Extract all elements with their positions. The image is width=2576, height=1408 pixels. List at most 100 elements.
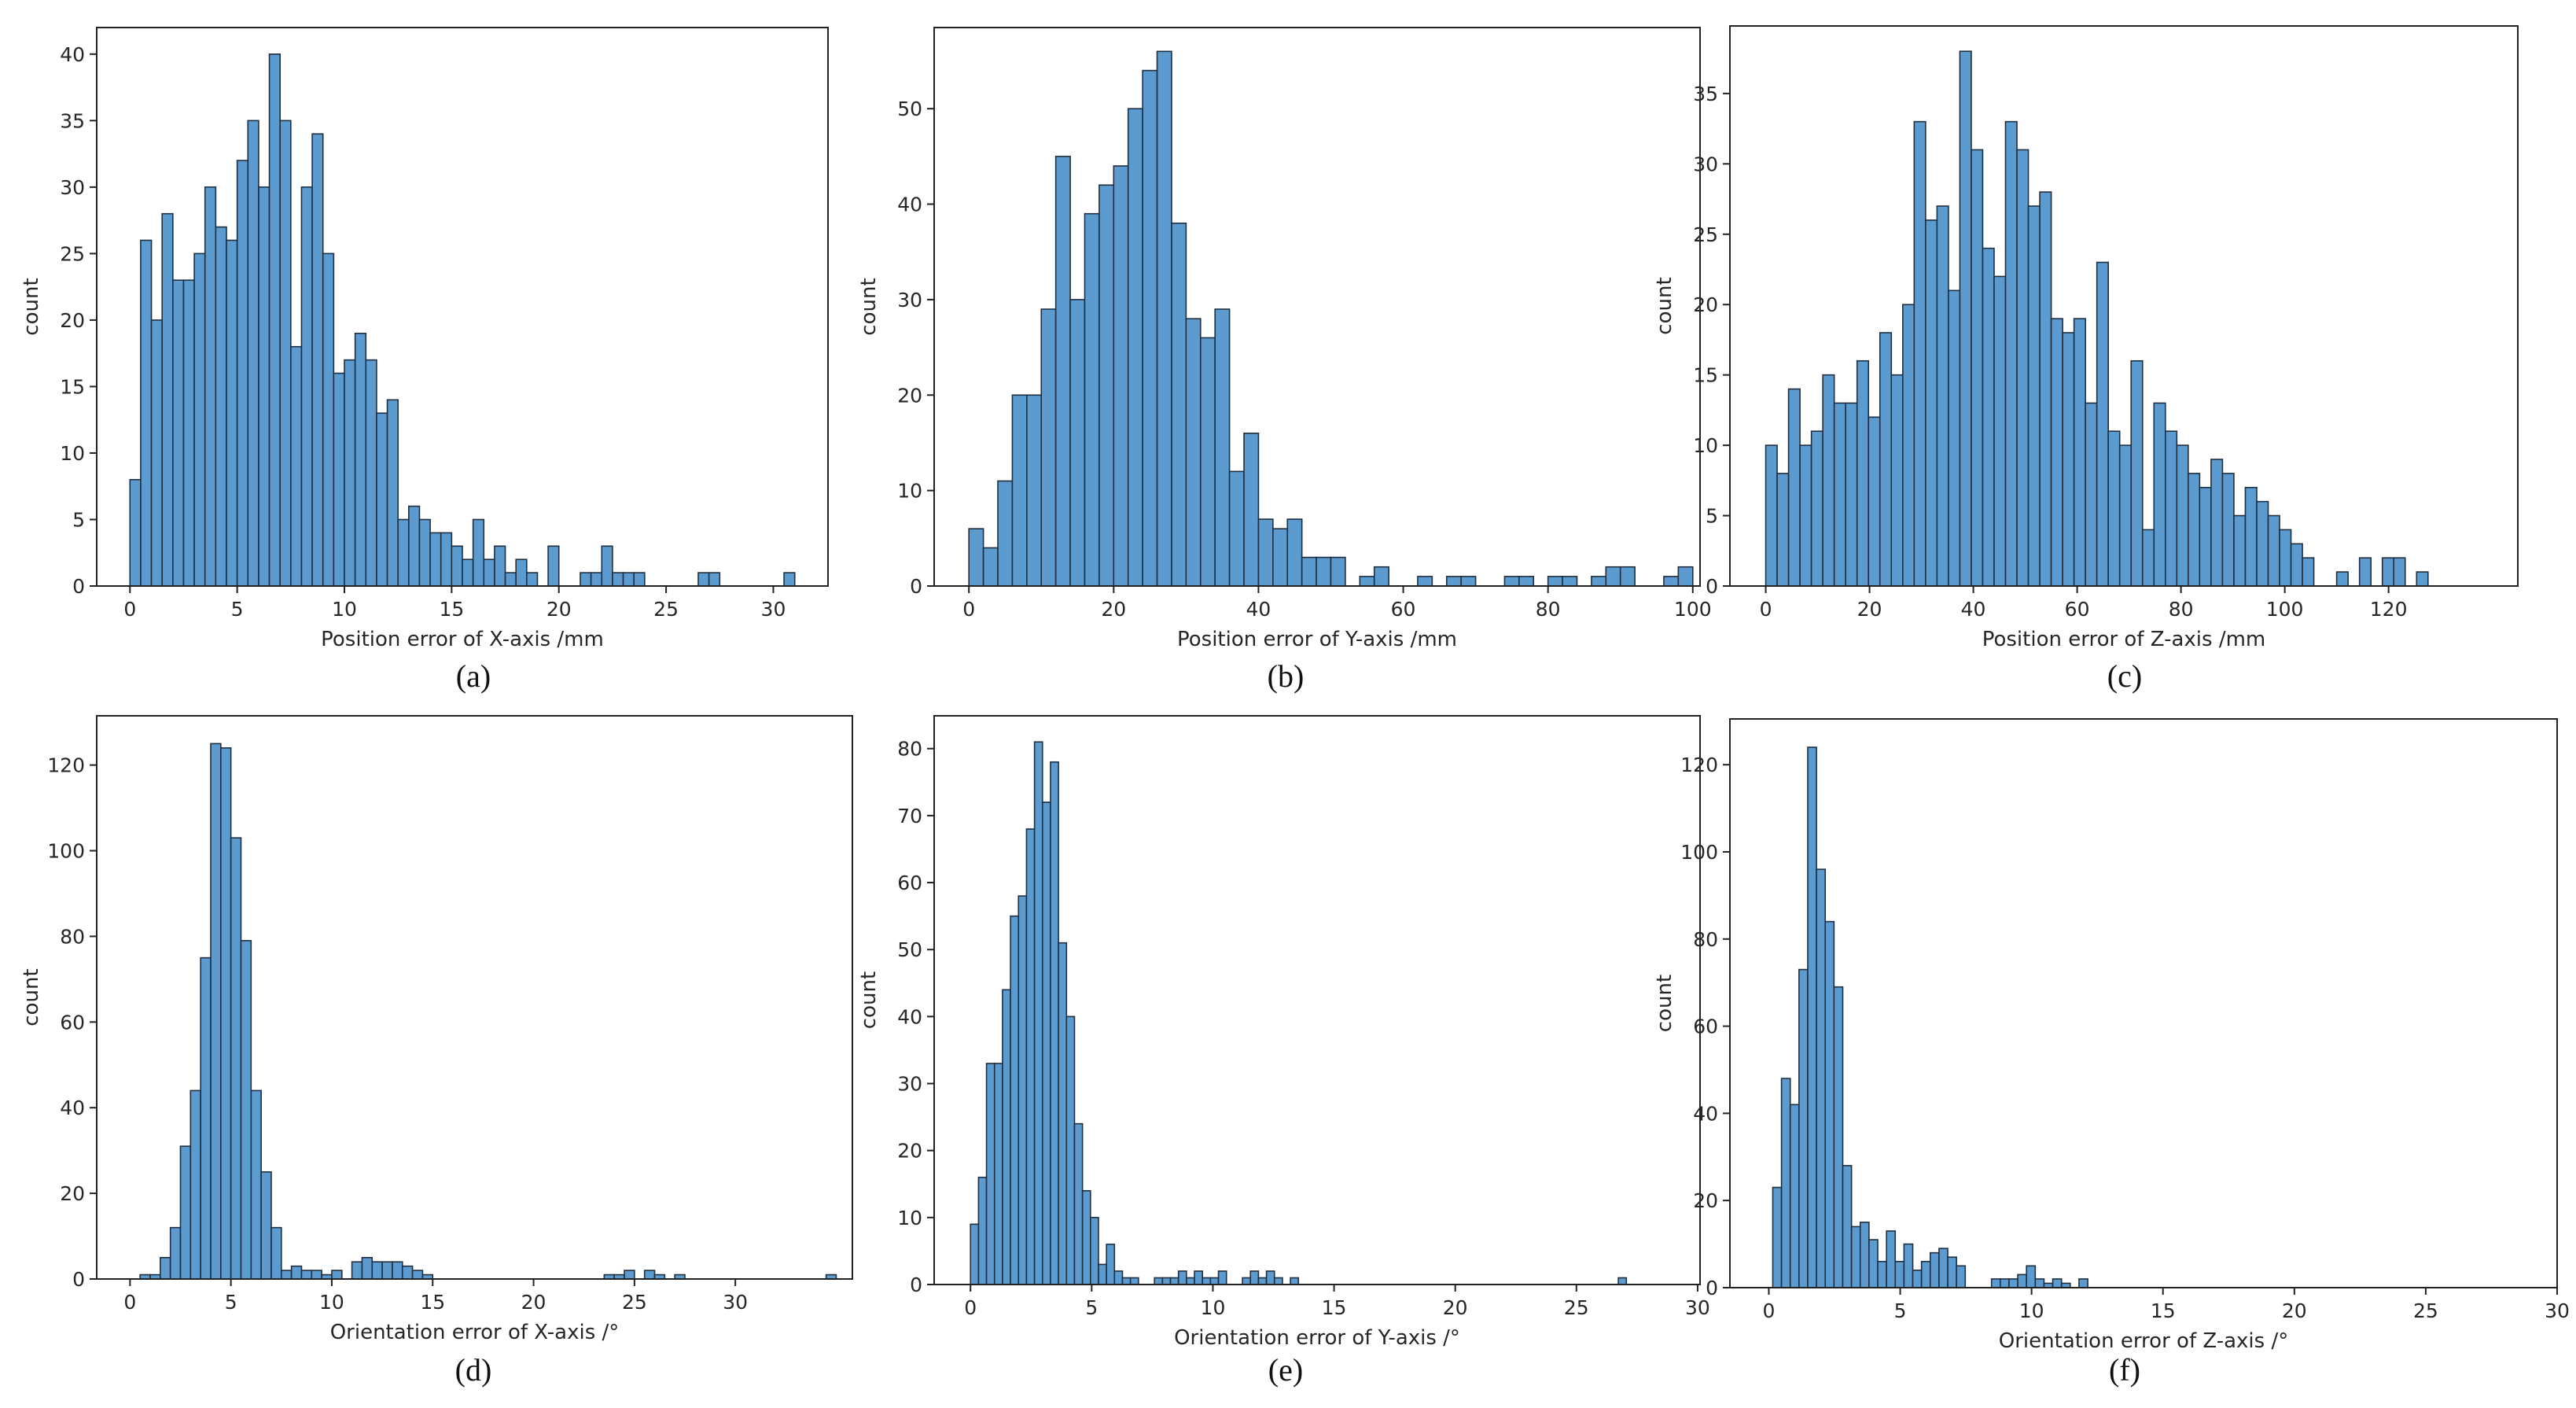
histogram-bar xyxy=(193,252,206,587)
panel-caption-e: (e) xyxy=(1268,1352,1304,1388)
histogram-bar xyxy=(2017,1273,2027,1288)
histogram-bar xyxy=(1971,149,1984,587)
x-tick-label: 10 xyxy=(319,1291,344,1314)
histogram-bar xyxy=(365,359,377,587)
histogram-bar xyxy=(392,1261,403,1280)
histogram-bar xyxy=(1249,1270,1260,1285)
panel-caption-c: (c) xyxy=(2107,658,2143,694)
histogram-bar xyxy=(2026,1265,2037,1288)
histogram-bar xyxy=(2016,149,2030,587)
chart-c: 0 20 40 60 80 100 120 0 5 10 15 20 25 30 35 Position er… xyxy=(1653,25,2519,651)
histogram-bar xyxy=(2039,191,2052,587)
histogram-bar xyxy=(1209,1277,1220,1285)
histogram-bar xyxy=(1084,212,1100,587)
histogram-bar xyxy=(1879,332,1893,587)
histogram-bar xyxy=(515,558,528,587)
histogram-bar xyxy=(247,120,259,587)
x-tick-label: 30 xyxy=(723,1291,748,1314)
histogram-bar xyxy=(2221,473,2235,587)
histogram-bar xyxy=(580,572,592,587)
x-tick-label: 100 xyxy=(1674,598,1712,621)
x-tick-label: 15 xyxy=(1322,1296,1347,1319)
x-tick-label: 20 xyxy=(1101,598,1126,621)
histogram-bar xyxy=(258,186,270,587)
y-tick-label: 0 xyxy=(72,1268,85,1291)
x-tick-label: 20 xyxy=(546,598,572,621)
histogram-bar xyxy=(1663,576,1680,587)
histogram-bar xyxy=(429,532,442,587)
histogram-bar xyxy=(1859,1222,1870,1288)
x-tick-label: 5 xyxy=(1894,1299,1907,1322)
histogram-bar xyxy=(1025,828,1036,1285)
histogram-bar xyxy=(1010,915,1020,1285)
y-tick-label: 60 xyxy=(1693,1015,1718,1038)
histogram-bar xyxy=(230,837,242,1280)
histogram-bar xyxy=(2279,529,2292,587)
histogram-bar xyxy=(1959,50,1972,587)
histogram-bar xyxy=(1617,1277,1628,1285)
histogram-bar xyxy=(1787,388,1801,587)
histogram-bar xyxy=(1214,308,1231,587)
histogram-bar xyxy=(140,239,153,587)
histogram-bar xyxy=(708,572,721,587)
panel-caption-d: (d) xyxy=(454,1352,492,1388)
histogram-bar xyxy=(1058,942,1068,1285)
histogram-bar xyxy=(1106,1244,1116,1285)
histogram-bar xyxy=(633,572,646,587)
y-tick-label: 0 xyxy=(1706,575,1718,598)
y-tick-label: 20 xyxy=(1693,1189,1718,1212)
histogram-bar xyxy=(2130,359,2144,587)
histogram-bar xyxy=(2073,318,2086,587)
y-tick-label: 20 xyxy=(897,384,922,407)
x-tick-label: 0 xyxy=(1760,598,1772,621)
y-tick-label: 120 xyxy=(47,754,85,777)
histogram-bar xyxy=(279,120,292,587)
x-tick-label: 25 xyxy=(2413,1299,2438,1322)
histogram-bar xyxy=(376,412,388,587)
histogram-bar xyxy=(1273,1277,1283,1285)
histogram-bar xyxy=(1050,761,1059,1285)
y-tick-label: 10 xyxy=(897,480,922,503)
y-axis-label: count xyxy=(857,971,881,1029)
histogram-bar xyxy=(2008,1278,2018,1288)
histogram-bar xyxy=(1877,1260,1887,1288)
histogram-bar xyxy=(1217,1270,1227,1285)
histogram-bar xyxy=(1065,1015,1076,1285)
x-tick-label: 10 xyxy=(2019,1299,2044,1322)
axes-frame xyxy=(933,715,1701,1285)
histogram-bar xyxy=(1011,394,1028,587)
histogram-bar xyxy=(1780,1078,1791,1288)
y-tick-label: 40 xyxy=(60,43,85,66)
histogram-bar xyxy=(985,1063,995,1285)
histogram-bar xyxy=(2165,430,2178,587)
histogram-bar xyxy=(160,1256,171,1280)
histogram-bar xyxy=(1547,576,1563,587)
y-axis-label: count xyxy=(20,278,43,335)
histogram-bar xyxy=(993,1063,1003,1285)
histogram-bar xyxy=(1807,746,1817,1288)
histogram-bar xyxy=(270,1226,282,1280)
histogram-bar xyxy=(1265,1270,1275,1285)
x-tick-label: 0 xyxy=(964,1296,977,1319)
x-tick-label: 5 xyxy=(1085,1296,1098,1319)
histogram-bar xyxy=(1040,308,1057,587)
x-tick-label: 5 xyxy=(231,598,244,621)
histogram-bar xyxy=(1272,528,1289,587)
y-tick-label: 30 xyxy=(897,1073,922,1096)
histogram-bar xyxy=(2393,557,2406,587)
histogram-bar xyxy=(504,572,517,587)
y-tick-label: 0 xyxy=(910,1273,922,1296)
histogram-bar xyxy=(204,186,217,587)
y-tick-label: 50 xyxy=(897,98,922,120)
histogram-bar xyxy=(361,1256,374,1280)
histogram-bar xyxy=(1912,1270,1923,1288)
histogram-bar xyxy=(351,1261,363,1280)
histogram-bar xyxy=(1850,1226,1861,1288)
histogram-bar xyxy=(2290,543,2303,587)
histogram-bar xyxy=(236,160,249,587)
histogram-bar xyxy=(1171,222,1187,587)
y-tick-label: 80 xyxy=(897,738,922,761)
x-axis-label: Orientation error of Y-axis /° xyxy=(1174,1326,1460,1350)
x-tick-label: 60 xyxy=(1391,598,1416,621)
y-tick-label: 25 xyxy=(1693,223,1718,246)
